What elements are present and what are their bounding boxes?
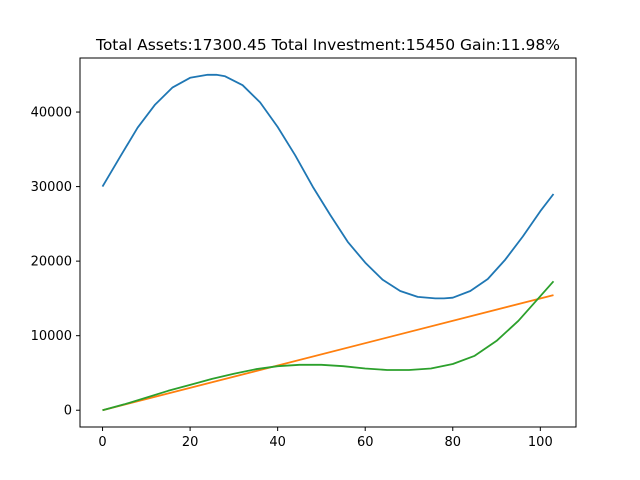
plot-frame: [79, 57, 577, 428]
x-tick-label: 60: [357, 435, 374, 450]
x-tick-label: 80: [444, 435, 461, 450]
x-tick-label: 100: [528, 435, 553, 450]
y-tick-label: 20000: [31, 255, 72, 270]
y-tick-label: 30000: [31, 180, 72, 195]
series-layer: [101, 73, 555, 412]
chart-title: Total Assets:17300.45 Total Investment:1…: [95, 36, 560, 54]
x-tick-label: 0: [98, 435, 106, 450]
x-tick-label: 20: [182, 435, 199, 450]
y-tick-label: 0: [64, 404, 72, 419]
series-line-1: [101, 73, 555, 300]
y-tick-label: 40000: [31, 106, 72, 121]
x-tick-label: 40: [269, 435, 286, 450]
axes-layer: 0 20 40 60 80 100 0 10000 20000 30000 40000: [31, 106, 553, 450]
series-line-2: [102, 294, 554, 412]
y-tick-label: 10000: [31, 329, 72, 344]
series-line-3: [102, 280, 555, 412]
